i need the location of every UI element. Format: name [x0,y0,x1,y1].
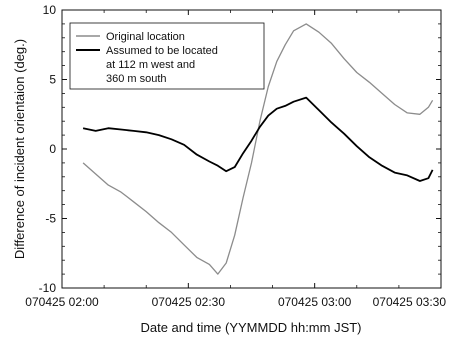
legend: Original location Assumed to be located … [69,22,265,90]
x-axis-ticks: 070425 02:00 070425 02:30 070425 03:00 0704… [25,10,446,309]
series-line-assumed-location [82,96,434,182]
y-tick-label-4: -10 [39,281,57,295]
y-axis-ticks: 10 5 0 -5 -10 [39,3,441,295]
x-tick-label-0: 070425 02:00 [25,295,99,309]
x-axis-label: Date and time (YYMMDD hh:mm JST) [140,320,361,335]
y-tick-label-0: 10 [43,3,57,17]
legend-label-assumed-3: 360 m south [106,73,167,85]
legend-label-assumed-2: at 112 m west and [106,59,195,71]
y-tick-label-3: -5 [45,212,56,226]
y-tick-label-2: 0 [49,142,56,156]
x-tick-label-1: 070425 02:30 [152,295,226,309]
legend-label-assumed-1: Assumed to be located [106,45,218,57]
series-line-original-location [82,23,434,275]
x-tick-label-2: 070425 03:00 [278,295,352,309]
series-layer [82,23,434,275]
y-tick-label-1: 5 [49,73,56,87]
y-axis-label: Difference of incident orientaion (deg.) [12,39,27,259]
x-tick-label-3: 070425 03:30 [373,295,447,309]
legend-label-original: Original location [106,31,185,43]
legend-box [69,22,265,90]
